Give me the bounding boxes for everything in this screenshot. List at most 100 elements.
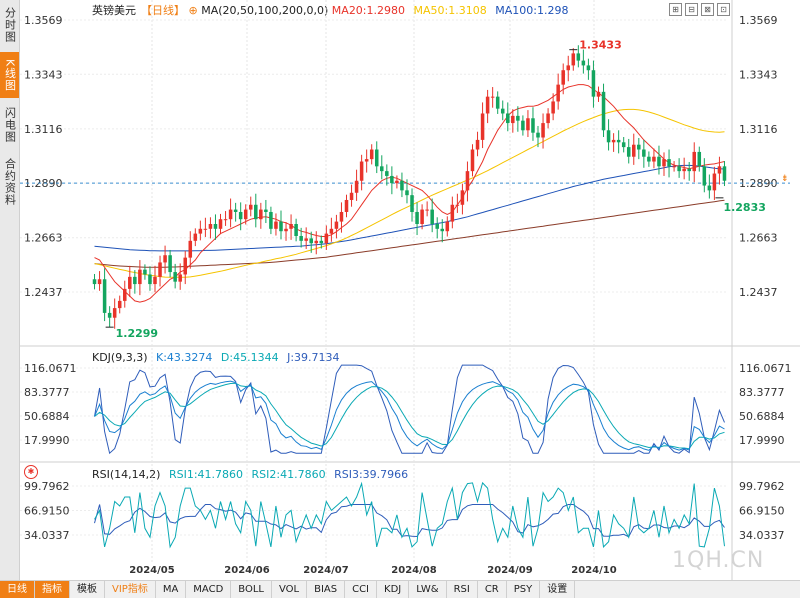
- candle-body: [576, 53, 581, 61]
- ma50-line: [94, 108, 725, 278]
- candle-body: [294, 224, 298, 237]
- settings-icon[interactable]: ⊕: [188, 4, 198, 17]
- candle-body: [717, 166, 722, 174]
- candle-body: [143, 269, 147, 275]
- chart-area[interactable]: 2024/05 2024/06 2024/07 2024/08 2024/09 2024/…: [20, 0, 800, 580]
- rsi1-line: [94, 481, 725, 549]
- time-tick-label: 2024/05: [129, 565, 174, 576]
- rsi1: RSI1:41.7860: [168, 468, 244, 481]
- candle-body: [546, 113, 550, 124]
- rsi-settings-icon[interactable]: ✱: [24, 465, 38, 479]
- bottom-tab-3[interactable]: VIP指标: [105, 581, 156, 598]
- candle-body: [117, 300, 122, 309]
- tab-kline[interactable]: K线图: [0, 52, 19, 98]
- bottom-tab-12[interactable]: RSI: [447, 581, 478, 598]
- candle-body: [531, 118, 535, 133]
- candle-body: [410, 195, 414, 212]
- candle-body: [193, 233, 198, 241]
- candle-body: [682, 168, 686, 172]
- bottom-tab-10[interactable]: KDJ: [377, 581, 410, 598]
- ma100-line: [94, 164, 725, 252]
- time-tick-label: 2024/07: [303, 565, 348, 576]
- candle-body: [369, 149, 374, 160]
- candle-body: [344, 199, 349, 212]
- rsi-tick-right: 34.0337: [739, 529, 785, 542]
- bottom-tab-9[interactable]: CCI: [345, 581, 378, 598]
- bottom-tab-13[interactable]: CR: [478, 581, 507, 598]
- recent-low-label: 1.2833: [723, 201, 765, 214]
- candle-body: [259, 209, 263, 220]
- symbol-name: 英镑美元: [92, 4, 136, 17]
- main-legend: 英镑美元 【日线】 ⊕ MA(20,50,100,200,0,0) MA20:1.…: [92, 2, 573, 18]
- candle-body: [309, 238, 313, 244]
- candle-body: [551, 101, 555, 114]
- candle-body: [556, 84, 560, 102]
- kdj-tick-left: 17.9990: [24, 434, 70, 447]
- candle-body: [516, 115, 520, 121]
- candle-body: [485, 96, 490, 114]
- candle-body: [601, 91, 606, 131]
- tab-flash-chart[interactable]: 闪电图: [3, 107, 17, 143]
- candle-body: [667, 159, 671, 167]
- candle-body: [364, 159, 369, 162]
- bottom-tab-15[interactable]: 设置: [540, 581, 576, 598]
- candle-body: [662, 159, 666, 167]
- candle-body: [571, 53, 576, 66]
- price-tick-right: 1.2437: [739, 286, 778, 299]
- rsi-tick-left: 66.9150: [24, 504, 70, 517]
- candle-body: [632, 144, 636, 157]
- bottom-tab-2[interactable]: 模板: [70, 581, 105, 598]
- candle-body: [269, 211, 273, 229]
- kdj-tick-left: 116.0671: [24, 362, 77, 375]
- price-tick-right: 1.3116: [739, 123, 778, 136]
- candle-body: [521, 120, 525, 131]
- candle-body: [495, 96, 500, 109]
- candle-body: [339, 211, 344, 222]
- candle-body: [334, 221, 339, 229]
- watermark: 1QH.CN: [672, 548, 765, 573]
- bottom-tab-5[interactable]: MACD: [186, 581, 232, 598]
- price-tick-right: 1.2663: [739, 232, 778, 245]
- time-tick-label: 2024/09: [487, 565, 532, 576]
- candle-body: [455, 204, 460, 206]
- zoom-in-icon[interactable]: ⊞: [669, 3, 682, 16]
- candle-body: [299, 236, 303, 241]
- bottom-tab-6[interactable]: BOLL: [231, 581, 272, 598]
- candle-body: [440, 228, 445, 232]
- zoom-out-icon[interactable]: ⊟: [685, 3, 698, 16]
- rsi-tick-right: 99.7962: [739, 480, 785, 493]
- kdj-tick-right: 116.0671: [739, 362, 792, 375]
- bottom-tab-14[interactable]: PSY: [507, 581, 541, 598]
- price-tick-left: 1.2663: [24, 232, 63, 245]
- bottom-tab-1[interactable]: 指标: [35, 581, 70, 598]
- candle-body: [470, 149, 475, 172]
- kdj-d: D:45.1344: [220, 351, 279, 364]
- candle-body: [168, 255, 172, 273]
- bottom-tab-4[interactable]: MA: [156, 581, 187, 598]
- bottom-tab-11[interactable]: LW&: [409, 581, 447, 598]
- ma-params: MA(20,50,100,200,0,0): [201, 4, 329, 17]
- candle-body: [642, 149, 646, 157]
- candle-body: [702, 166, 707, 186]
- candle-body: [374, 149, 379, 167]
- candle-body: [677, 166, 681, 172]
- reset-icon[interactable]: ⊠: [701, 3, 714, 16]
- bottom-tab-0[interactable]: 日线: [0, 581, 35, 598]
- candle-body: [289, 224, 293, 229]
- candle-body: [198, 228, 203, 234]
- tab-timeshare[interactable]: 分时图: [3, 7, 17, 43]
- candle-body: [652, 156, 656, 162]
- candle-body: [223, 219, 228, 221]
- sidebar: 分时图 K线图 闪电图 合约资料: [0, 0, 20, 580]
- candle-body: [188, 240, 193, 258]
- price-tick-left: 1.3569: [24, 14, 63, 27]
- bottom-tab-8[interactable]: BIAS: [307, 581, 346, 598]
- tab-contract-info[interactable]: 合约资料: [3, 158, 17, 206]
- candle-body: [354, 180, 359, 193]
- bottom-tab-7[interactable]: VOL: [272, 581, 308, 598]
- candle-body: [500, 108, 505, 114]
- kdj-tick-right: 17.9990: [739, 434, 785, 447]
- candle-body: [400, 180, 404, 191]
- fullscreen-icon[interactable]: ⊡: [717, 3, 730, 16]
- candle-body: [591, 70, 596, 97]
